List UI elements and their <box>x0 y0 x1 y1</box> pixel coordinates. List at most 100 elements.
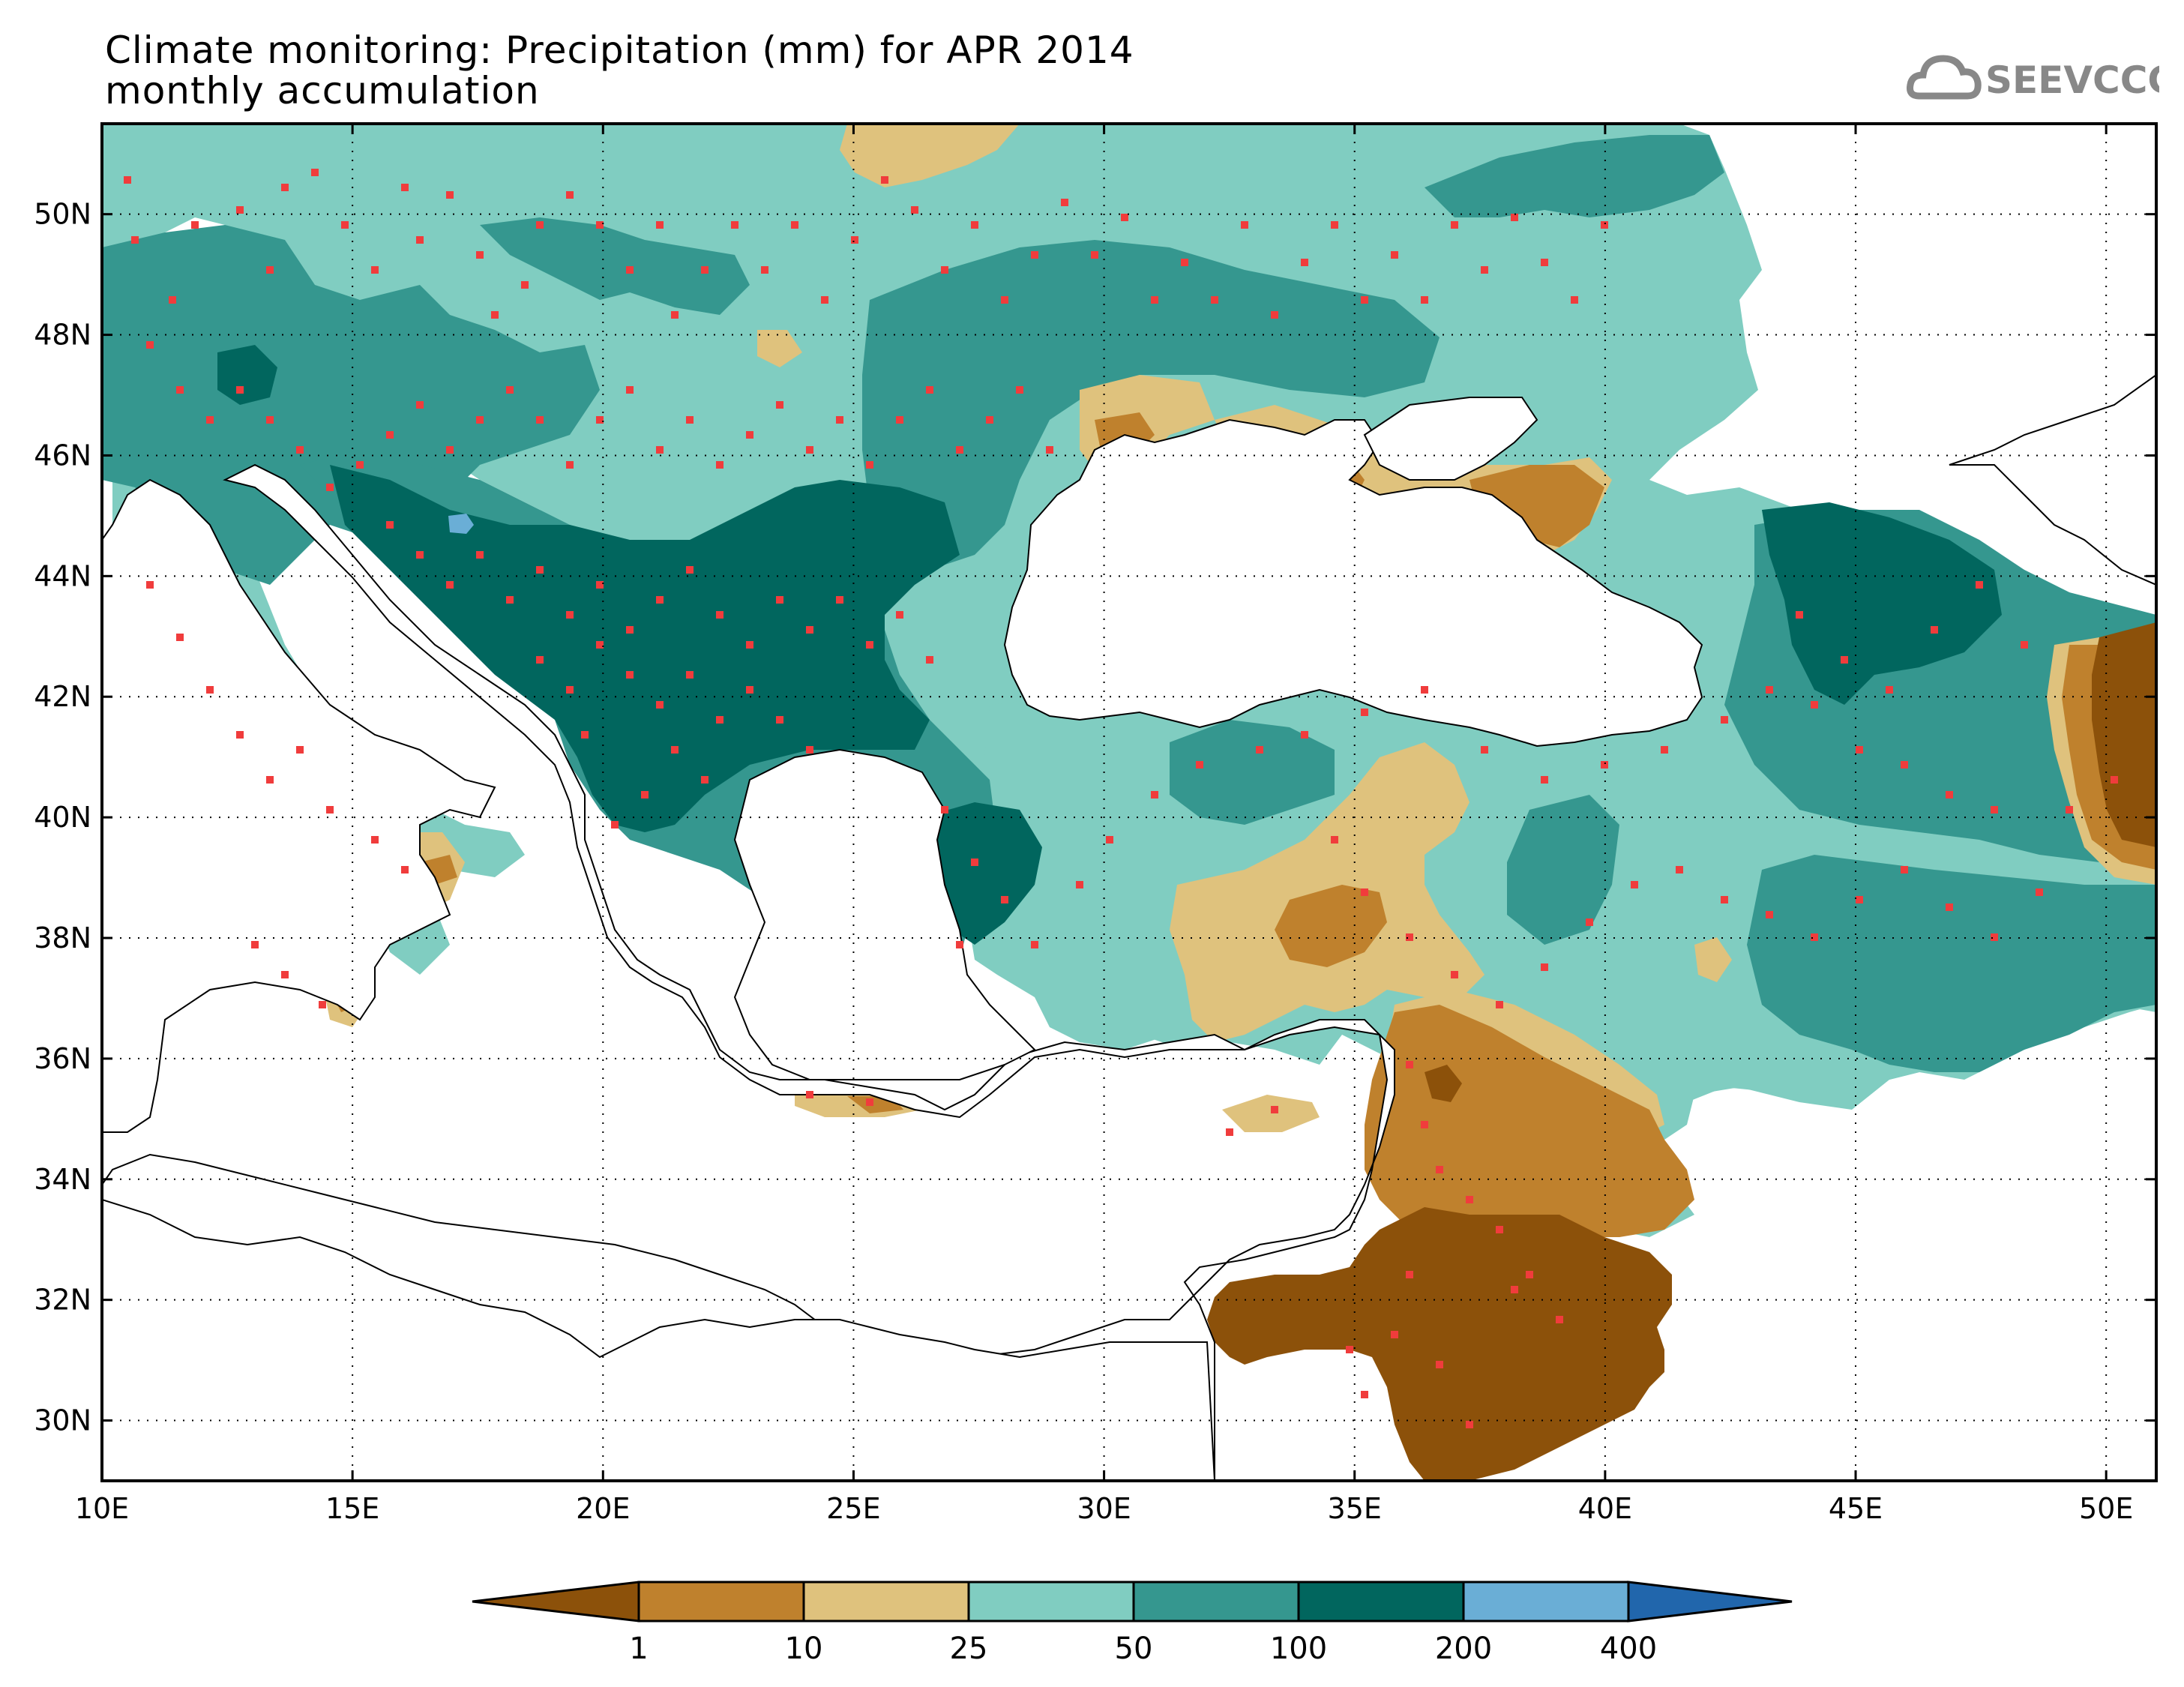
station-marker <box>1601 221 1608 229</box>
station-marker <box>821 296 828 304</box>
station-marker <box>2066 806 2073 814</box>
station-marker <box>596 641 604 649</box>
y-tick-label: 32N <box>34 1284 91 1317</box>
map-subtitle: monthly accumulation <box>105 69 540 112</box>
station-marker <box>1661 746 1668 754</box>
colorbar-box <box>967 1581 1135 1623</box>
station-marker <box>956 446 963 454</box>
station-marker <box>536 221 544 229</box>
station-marker <box>2021 641 2028 649</box>
station-marker <box>581 731 589 739</box>
x-tick-label: 30E <box>1077 1492 1131 1525</box>
y-tick-label: 36N <box>34 1042 91 1075</box>
station-marker <box>941 266 948 274</box>
station-marker <box>191 221 199 229</box>
colorbar-label: 10 <box>785 1632 823 1666</box>
field-50-100-c <box>862 240 1440 570</box>
station-marker <box>1361 1391 1368 1398</box>
station-marker <box>731 221 738 229</box>
x-tick-label: 20E <box>576 1492 630 1525</box>
cloud-icon <box>1907 55 1982 100</box>
station-marker <box>1076 881 1083 888</box>
station-marker <box>2036 888 2043 896</box>
field-200-400 <box>448 514 474 534</box>
station-marker <box>1436 1166 1443 1173</box>
station-marker <box>611 821 619 829</box>
station-marker <box>1151 296 1158 304</box>
station-marker <box>536 656 544 664</box>
station-marker <box>896 611 903 619</box>
station-marker <box>341 221 349 229</box>
station-marker <box>656 596 664 604</box>
map-title: Climate monitoring: Precipitation (mm) f… <box>105 28 1134 72</box>
station-marker <box>701 776 709 784</box>
x-tick-label: 15E <box>325 1492 379 1525</box>
station-marker <box>1991 806 1998 814</box>
station-marker <box>701 266 709 274</box>
station-marker <box>266 776 274 784</box>
station-marker <box>296 746 304 754</box>
station-marker <box>1631 881 1638 888</box>
colorbar-box <box>1462 1581 1630 1623</box>
station-marker <box>401 866 409 873</box>
station-marker <box>566 461 574 469</box>
station-marker <box>1466 1196 1473 1203</box>
station-marker <box>971 858 978 866</box>
colorbar-label: 400 <box>1600 1632 1657 1666</box>
y-tick-label: 30N <box>34 1404 91 1437</box>
station-marker <box>566 191 574 199</box>
colorbar-legend: 1 10 25 50 100 200 400 <box>472 1581 1793 1666</box>
station-marker <box>866 1098 873 1106</box>
station-marker <box>1301 259 1308 266</box>
station-marker <box>446 581 454 589</box>
station-marker <box>1361 296 1368 304</box>
station-marker <box>596 416 604 424</box>
colorbar-over-triangle <box>1627 1581 1793 1623</box>
station-marker <box>761 266 768 274</box>
station-marker <box>971 221 978 229</box>
station-marker <box>1946 903 1953 911</box>
station-marker <box>311 169 319 176</box>
station-marker <box>236 386 244 394</box>
station-marker <box>866 641 873 649</box>
station-marker <box>1511 1286 1518 1293</box>
y-tick-label: 46N <box>34 439 91 472</box>
station-marker <box>319 1001 326 1008</box>
station-marker <box>1586 918 1593 926</box>
field-1-10-anatolia <box>1275 885 1387 967</box>
station-marker <box>206 416 214 424</box>
station-marker <box>1031 941 1038 948</box>
precip-fields <box>102 124 2156 1481</box>
station-marker <box>1331 221 1338 229</box>
field-50-100-g <box>1747 855 2156 1072</box>
station-marker <box>671 311 679 319</box>
y-tick-label: 48N <box>34 319 91 352</box>
station-marker <box>656 446 664 454</box>
station-marker <box>1121 214 1128 221</box>
sea-of-azov <box>1363 397 1538 481</box>
station-marker <box>626 266 634 274</box>
station-marker <box>401 184 409 191</box>
field-100-200-balkans <box>330 465 960 832</box>
field-10-25-b <box>757 330 802 367</box>
station-marker <box>2111 776 2118 784</box>
field-10-25-lake <box>1694 937 1732 982</box>
station-marker <box>476 416 484 424</box>
station-marker <box>251 941 259 948</box>
station-marker <box>386 431 394 439</box>
station-marker <box>1991 933 1998 941</box>
colorbar-label: 200 <box>1435 1632 1492 1666</box>
station-marker <box>956 941 963 948</box>
station-marker <box>806 626 813 634</box>
field-lt1-levant <box>1207 1207 1672 1481</box>
station-marker <box>641 791 649 799</box>
station-marker <box>1391 251 1398 259</box>
black-sea <box>1003 418 1703 748</box>
field-lt1-levant2 <box>1425 1065 1462 1102</box>
station-marker <box>266 416 274 424</box>
north-africa <box>102 1198 1216 1481</box>
x-tick-label: 25E <box>826 1492 880 1525</box>
station-marker <box>1451 971 1458 978</box>
station-marker <box>1811 933 1818 941</box>
station-marker <box>416 401 424 409</box>
